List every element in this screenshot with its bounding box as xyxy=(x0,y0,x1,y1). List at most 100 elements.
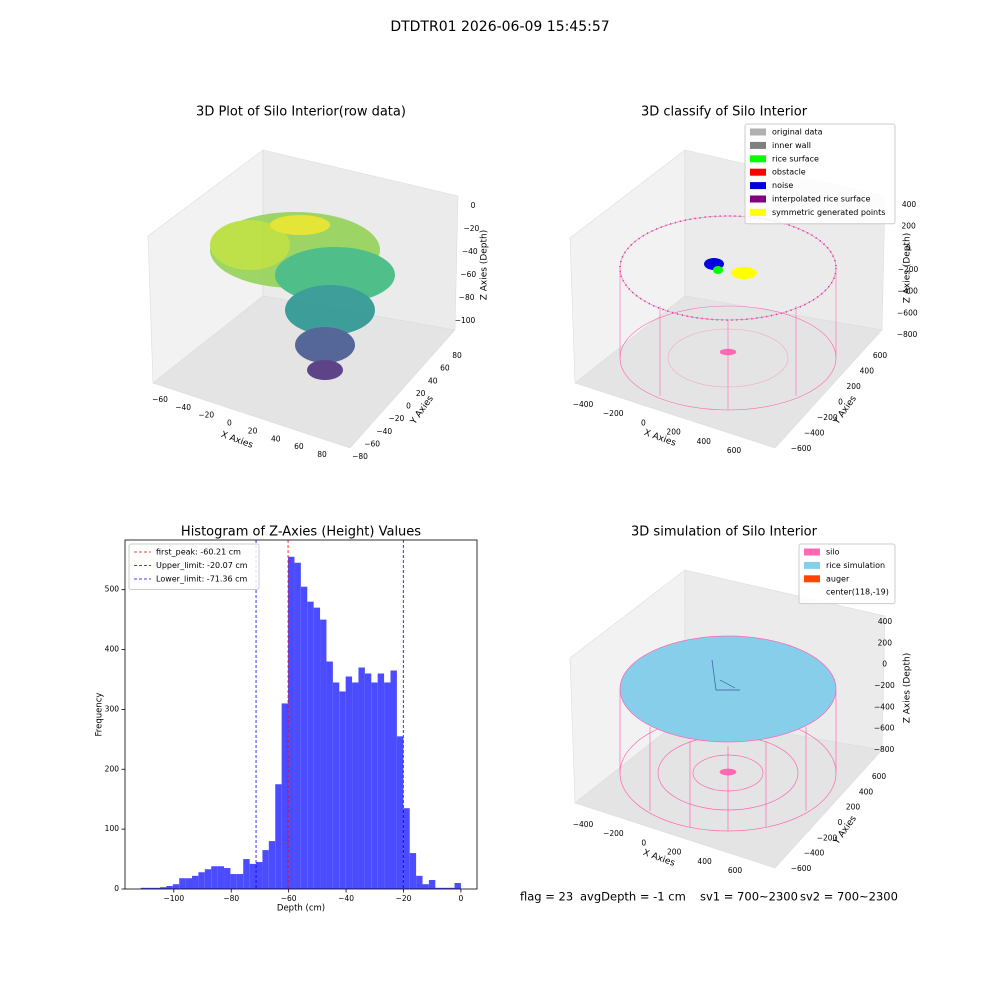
bar xyxy=(230,874,237,889)
bar xyxy=(147,887,154,889)
z-tick-label: −200 xyxy=(898,265,919,274)
chart-title: 3D simulation of Silo Interior xyxy=(631,525,818,540)
bar xyxy=(268,841,276,889)
bar xyxy=(249,863,257,889)
x-tick-label: −20 xyxy=(396,894,412,903)
footer-text: flag = 23 xyxy=(520,890,573,904)
y-tick-label: −60 xyxy=(364,439,380,448)
x-tick-label: 0 xyxy=(641,838,646,847)
bar xyxy=(320,619,327,889)
z-tick-label: −600 xyxy=(897,308,918,317)
bar xyxy=(300,586,308,889)
chart-title: 3D classify of Silo Interior xyxy=(641,105,808,120)
legend-swatch xyxy=(750,182,766,190)
figure-title: DTDTR01 2026-06-09 15:45:57 xyxy=(390,19,609,35)
footer-text: sv1 = 700~2300 xyxy=(700,890,798,904)
z-tick-label: 200 xyxy=(902,222,917,231)
bar xyxy=(243,859,250,889)
x-tick-label: −400 xyxy=(573,820,594,829)
z-axis-label: Z Axies (Depth) xyxy=(903,233,913,304)
y-tick-label: −600 xyxy=(791,444,812,453)
y-tick-label: 20 xyxy=(416,389,426,398)
y-axis-label: Y Axies xyxy=(408,394,436,427)
point-cloud xyxy=(210,212,395,380)
bar xyxy=(326,661,333,889)
z-tick-label: −800 xyxy=(874,745,895,754)
chart-title: 3D Plot of Silo Interior(row data) xyxy=(196,105,406,120)
silo-wireframe xyxy=(619,215,837,411)
x-tick-label: −400 xyxy=(573,400,594,409)
legend-swatch xyxy=(804,575,820,583)
legend-swatch xyxy=(750,208,766,216)
x-axis-label: Depth (cm) xyxy=(277,904,325,914)
y-tick-label: 600 xyxy=(872,772,887,781)
x-tick-label: 20 xyxy=(248,426,258,435)
legend-label: silo xyxy=(826,548,840,557)
y-tick-label: 0 xyxy=(838,818,843,827)
bar xyxy=(371,682,378,889)
x-tick-label: 600 xyxy=(728,866,743,875)
legend-swatch xyxy=(804,561,820,569)
legend-label: center(118,-19) xyxy=(826,588,889,597)
legend-box xyxy=(798,543,896,605)
bar xyxy=(159,887,167,889)
z-tick-label: −600 xyxy=(874,724,895,733)
bar xyxy=(435,887,442,889)
x-tick-label: 200 xyxy=(666,428,681,437)
y-tick-label: 200 xyxy=(105,764,120,773)
legend-swatch xyxy=(750,128,766,136)
bar xyxy=(288,556,295,889)
bar xyxy=(358,667,365,889)
bar xyxy=(185,878,193,889)
x-tick-label: 400 xyxy=(697,437,712,446)
bar xyxy=(153,887,160,889)
z-axis-label: Z Axies (Depth) xyxy=(480,230,490,301)
y-tick-label: 80 xyxy=(452,351,462,360)
bar xyxy=(204,869,212,889)
x-tick-label: −40 xyxy=(175,403,191,412)
bar xyxy=(339,691,346,889)
bar xyxy=(384,682,391,889)
x-tick-label: −100 xyxy=(164,894,185,903)
legend-swatch xyxy=(750,168,766,176)
footer-text: sv2 = 700~2300 xyxy=(800,890,898,904)
bar xyxy=(281,703,289,889)
legend-label: inner wall xyxy=(772,141,811,150)
x-tick-label: 0 xyxy=(459,894,464,903)
z-tick-label: 400 xyxy=(878,617,893,626)
y-tick-label: −400 xyxy=(804,429,825,438)
y-tick-label: −400 xyxy=(804,849,825,858)
z-tick-label: 0 xyxy=(906,243,911,252)
legend-label: first_peak: -60.21 cm xyxy=(156,548,241,557)
silo-simulation xyxy=(619,635,837,832)
bar xyxy=(441,887,449,889)
y-tick-label: 300 xyxy=(105,704,120,713)
bar xyxy=(448,887,455,889)
z-tick-label: 400 xyxy=(902,200,917,209)
legend-box xyxy=(744,123,896,225)
bar xyxy=(377,673,385,889)
y-tick-label: 60 xyxy=(440,364,450,373)
z-tick-label: −100 xyxy=(455,316,476,325)
bar xyxy=(262,850,269,889)
bar xyxy=(211,866,218,889)
x-tick-label: 0 xyxy=(641,418,646,427)
y-tick-label: 100 xyxy=(105,824,120,833)
bar xyxy=(140,887,148,889)
y-tick-label: −200 xyxy=(817,413,838,422)
bar xyxy=(172,884,180,889)
legend-label: interpolated rice surface xyxy=(772,195,870,204)
z-tick-label: −400 xyxy=(874,702,895,711)
legend-label: noise xyxy=(772,181,793,190)
bar xyxy=(390,670,397,889)
plot-frame xyxy=(124,539,478,890)
z-tick-label: −60 xyxy=(460,270,476,279)
bar xyxy=(345,676,353,889)
legend-swatch xyxy=(804,548,820,556)
bar xyxy=(198,872,205,889)
z-tick-label: 0 xyxy=(471,201,476,210)
y-tick-label: −200 xyxy=(817,833,838,842)
y-tick-label: 600 xyxy=(873,351,888,360)
z-tick-label: −40 xyxy=(462,247,478,256)
legend-label: original data xyxy=(772,128,823,137)
